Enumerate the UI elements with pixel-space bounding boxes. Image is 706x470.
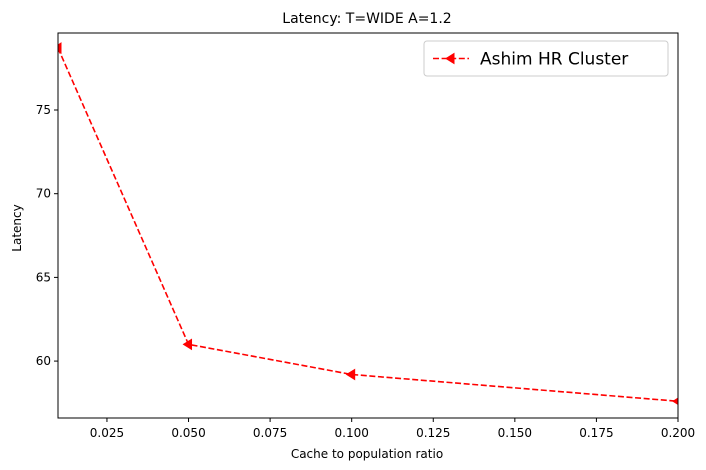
- y-tick-label: 75: [36, 103, 51, 117]
- x-axis-label: Cache to population ratio: [291, 447, 443, 461]
- legend-marker-swatch: [445, 52, 455, 65]
- x-tick-label: 0.100: [335, 426, 369, 440]
- x-tick-label: 0.200: [661, 426, 695, 440]
- data-point: [345, 368, 356, 381]
- chart-title: Latency: T=WIDE A=1.2: [282, 11, 451, 27]
- series-0: [58, 42, 678, 405]
- y-tick-label: 65: [36, 270, 51, 284]
- data-point: [58, 42, 62, 54]
- x-tick-label: 0.125: [416, 426, 450, 440]
- x-tick-label: 0.150: [498, 426, 532, 440]
- legend: Ashim HR Cluster: [423, 40, 669, 77]
- y-axis-label: Latency: [10, 204, 24, 251]
- y-tick-label: 70: [36, 187, 51, 201]
- plot-area: 0.025 0.050 0.075 0.100 0.125 0.150 0.175 0.200…: [36, 32, 695, 440]
- legend-box: [423, 40, 669, 77]
- x-tick-label: 0.050: [171, 426, 205, 440]
- x-tick-label: 0.025: [90, 426, 124, 440]
- x-tick-label: 0.075: [253, 426, 287, 440]
- y-tick-label: 60: [36, 354, 51, 368]
- data-point: [672, 397, 678, 405]
- x-tick-label: 0.175: [579, 426, 613, 440]
- series-line: [58, 47, 678, 403]
- axes-frame: [57, 32, 679, 419]
- data-point: [182, 338, 193, 351]
- legend-entry-label: Ashim HR Cluster: [480, 50, 628, 70]
- plot-background: [58, 33, 678, 418]
